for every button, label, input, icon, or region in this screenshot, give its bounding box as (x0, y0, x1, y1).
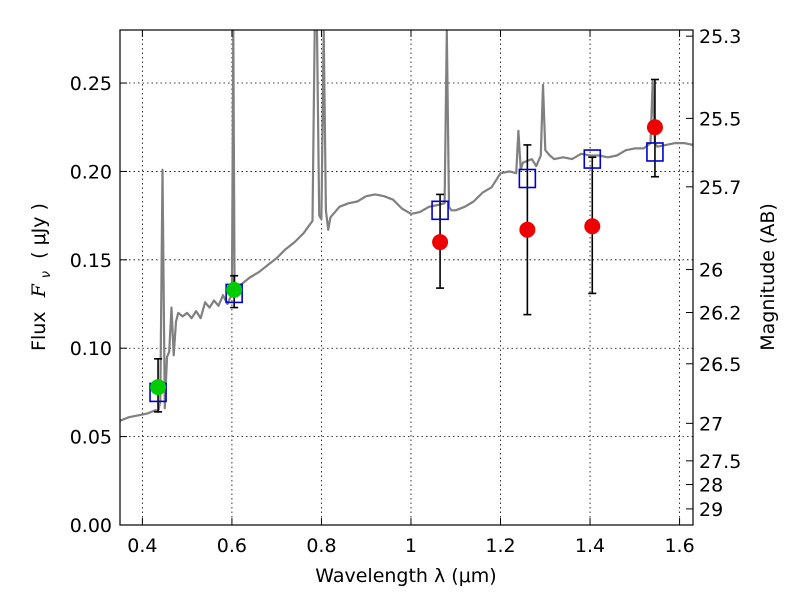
green-data-point (226, 281, 243, 298)
y2-axis-label: Magnitude (AB) (757, 203, 779, 351)
x-tick-label: 0.6 (217, 535, 247, 557)
model-square-marker (431, 200, 449, 221)
y-tick-label: 0.25 (70, 73, 112, 95)
spectrum-line (120, 30, 693, 422)
spectrum-layer (120, 30, 693, 422)
x-tick-label: 0.4 (127, 535, 157, 557)
y2-tick-label: 25.3 (699, 26, 741, 48)
red-data-point (584, 218, 601, 235)
model-square-marker (583, 149, 602, 169)
red-data-point (646, 119, 663, 136)
x-tick-label: 1 (405, 535, 417, 557)
y2-tick-label: 26.2 (699, 303, 741, 325)
y2-tick-label: 27 (699, 413, 723, 435)
model-square-marker (518, 168, 537, 189)
errorbar-layer (154, 78, 659, 413)
y-tick-label: 0.20 (70, 161, 112, 183)
green-data-point (150, 379, 167, 396)
marker-layer (149, 119, 664, 403)
model-square-marker (646, 142, 664, 162)
tick-layer: 0.4 0.6 0.8 1 1.2 1.4 1.6 0.00 0.05 0.10 0.15 0.20 0… (70, 26, 742, 557)
y-tick-label: 0.00 (70, 515, 112, 537)
y2-tick-label: 29 (699, 499, 723, 521)
y2-tick-label: 26.5 (699, 354, 741, 376)
y-tick-label: 0.15 (70, 250, 112, 272)
y-tick-label: 0.05 (70, 427, 112, 449)
x-tick-label: 1.2 (485, 535, 515, 557)
x-tick-label: 1.4 (575, 535, 605, 557)
red-data-point (432, 234, 449, 251)
x-axis-label: Wavelength λ (μm) (315, 565, 496, 587)
y2-tick-label: 25.5 (699, 108, 741, 130)
x-tick-label: 0.8 (306, 535, 336, 557)
grid-layer (120, 30, 693, 525)
plot-frame (119, 29, 694, 526)
y2-tick-label: 26 (699, 260, 723, 282)
red-data-point (519, 221, 536, 238)
y2-tick-label: 28 (699, 475, 723, 497)
x-tick-label: 1.6 (664, 535, 694, 557)
y2-tick-label: 25.7 (699, 177, 741, 199)
y2-tick-label: 27.5 (699, 451, 741, 473)
y-tick-label: 0.10 (70, 338, 112, 360)
y-axis-label: Flux F ν ( μJy ) (28, 203, 55, 351)
